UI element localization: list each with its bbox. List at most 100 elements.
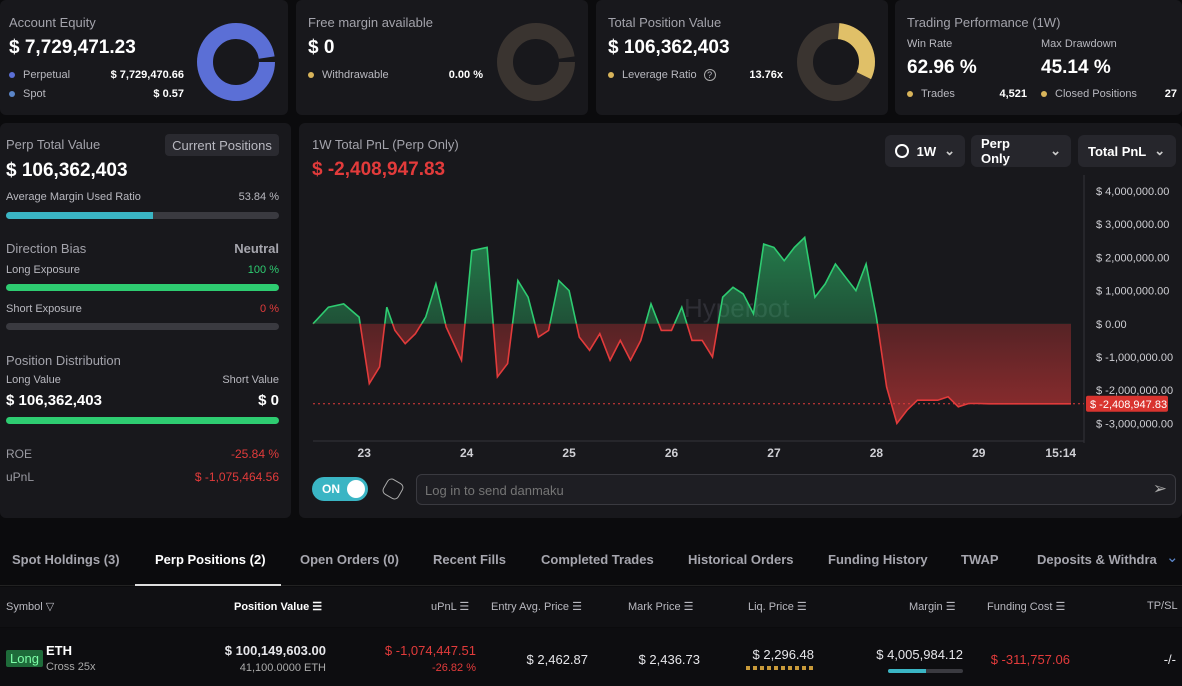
pnl-chart: Hyperbot $ 4,000,000.00$ 3,000,000.00$ 2…: [312, 175, 1173, 460]
toggle-label: ON: [322, 482, 340, 496]
drawdown-value: 45.14 %: [1041, 57, 1111, 78]
spot-dot-icon: [9, 91, 15, 98]
short-exposure-value: 0 %: [260, 303, 279, 315]
y-tick-label: $ 0.00: [1096, 319, 1127, 331]
current-positions-button[interactable]: Current Positions: [165, 134, 279, 156]
metric-label: Total PnL: [1088, 143, 1147, 159]
leverage-label: Leverage Ratio: [622, 69, 697, 81]
pnl-chart-panel: 1W Total PnL (Perp Only) $ -2,408,947.83…: [299, 123, 1182, 518]
account-equity-label: Account Equity: [9, 15, 96, 30]
tab-twap[interactable]: TWAP: [961, 552, 999, 567]
range-label: 1W: [916, 143, 937, 159]
long-exposure-value: 100 %: [247, 264, 279, 276]
y-tick-label: $ -1,000,000.00: [1096, 352, 1173, 364]
x-tick-label: 29: [972, 446, 986, 460]
tab-completed-trades[interactable]: Completed Trades: [541, 552, 654, 567]
avg-margin-bar: [6, 212, 279, 219]
withdrawable-value: 0.00 %: [448, 69, 483, 81]
free-margin-value: $ 0: [308, 37, 335, 58]
position-distribution-label: Position Distribution: [6, 353, 121, 368]
long-value-label: Long Value: [6, 374, 61, 386]
scope-label: Perp Only: [981, 136, 1010, 166]
trades-label: Trades: [921, 88, 955, 100]
account-equity-card: Account Equity $ 7,729,471.23 Perpetual …: [0, 0, 288, 115]
sort-icon: ☰: [1055, 601, 1066, 613]
symbol[interactable]: ETH: [46, 643, 72, 658]
sort-icon: ☰: [683, 601, 694, 613]
x-tick-label: 27: [767, 446, 781, 460]
x-tick-label: 25: [562, 446, 576, 460]
account-equity-value: $ 7,729,471.23: [9, 37, 136, 58]
settings-hexagon-icon[interactable]: [380, 476, 406, 502]
danmaku-input[interactable]: [425, 480, 1125, 500]
danmaku-toggle[interactable]: ON: [312, 477, 368, 501]
total-position-card: Total Position Value $ 106,362,403 Lever…: [596, 0, 888, 115]
filter-icon[interactable]: ▽: [45, 601, 55, 613]
tab-historical-orders[interactable]: Historical Orders: [688, 552, 794, 567]
tab-recent-fills[interactable]: Recent Fills: [433, 552, 506, 567]
scope-dropdown[interactable]: Perp Only ⌄: [971, 135, 1071, 167]
table-header-row: [0, 587, 1182, 627]
chevron-down-icon: ⌄: [944, 143, 955, 158]
header-entry-price[interactable]: Entry Avg. Price ☰: [491, 601, 582, 613]
tab-spot-holdings[interactable]: Spot Holdings (3): [12, 552, 120, 567]
upnl-value: $ -1,075,464.56: [194, 470, 279, 484]
danmaku-input-wrap: ➢: [416, 474, 1176, 505]
tpsl-value: -/-: [1163, 652, 1176, 667]
range-dropdown[interactable]: 1W ⌄: [885, 135, 965, 167]
chevron-down-icon[interactable]: ⌄: [1166, 549, 1179, 566]
clock-icon: [895, 144, 909, 158]
avg-margin-value: 53.84 %: [238, 191, 279, 203]
distribution-bar: [6, 417, 279, 424]
header-liq-price[interactable]: Liq. Price ☰: [748, 601, 807, 613]
leverage-value: 13.76x: [749, 69, 783, 81]
mark-price: $ 2,436.73: [638, 652, 700, 667]
free-margin-label: Free margin available: [308, 15, 434, 30]
side-badge: Long: [6, 650, 43, 667]
header-symbol[interactable]: Symbol ▽: [6, 601, 55, 613]
header-upnl[interactable]: uPnL ☰: [431, 601, 470, 613]
drawdown-label: Max Drawdown: [1041, 38, 1117, 50]
direction-bias-label: Direction Bias: [6, 241, 87, 256]
current-value-tag: [1086, 395, 1168, 412]
header-margin[interactable]: Margin ☰: [909, 601, 956, 613]
sort-icon: ☰: [945, 601, 956, 613]
position-value: $ 100,149,603.00: [224, 643, 326, 658]
y-tick-label: $ 4,000,000.00: [1096, 186, 1169, 198]
x-tick-label: 24: [460, 446, 474, 460]
tab-deposits-withdraw[interactable]: Deposits & Withdraw: [1037, 552, 1157, 567]
margin-mode: Cross 25x: [46, 661, 96, 673]
y-tick-label: $ 2,000,000.00: [1096, 252, 1169, 264]
performance-label: Trading Performance (1W): [907, 15, 1061, 30]
pnl-line-negative: [312, 323, 1071, 426]
trades-value: 4,521: [999, 88, 1027, 100]
current-value-label: $ -2,408,947.83: [1090, 399, 1167, 411]
tab-funding-history[interactable]: Funding History: [828, 552, 928, 567]
trades-dot-icon: [907, 91, 913, 98]
position-donut: [797, 22, 875, 101]
position-size: 41,100.0000 ETH: [239, 662, 326, 674]
perp-total-value: $ 106,362,403: [6, 160, 128, 181]
perp-total-label: Perp Total Value: [6, 137, 101, 152]
margin-donut: [497, 23, 575, 101]
margin-bar: [888, 669, 963, 673]
short-value-label: Short Value: [222, 374, 279, 386]
header-position-value[interactable]: Position Value ☰: [234, 601, 323, 613]
margin-value: $ 4,005,984.12: [876, 647, 963, 662]
y-tick-label: $ -2,000,000.00: [1096, 385, 1173, 397]
y-tick-label: $ 1,000,000.00: [1096, 286, 1169, 298]
closed-label: Closed Positions: [1055, 88, 1137, 100]
tab-open-orders[interactable]: Open Orders (0): [300, 552, 399, 567]
liq-distance-dots: [746, 666, 814, 670]
header-funding-cost[interactable]: Funding Cost ☰: [987, 601, 1066, 613]
short-exposure-label: Short Exposure: [6, 303, 82, 315]
header-mark-price[interactable]: Mark Price ☰: [628, 601, 694, 613]
table-row[interactable]: Long ETH Cross 25x $ 100,149,603.00 41,1…: [0, 628, 1182, 686]
tab-perp-positions[interactable]: Perp Positions (2): [155, 552, 266, 567]
free-margin-card: Free margin available $ 0 Withdrawable 0…: [296, 0, 588, 115]
help-icon[interactable]: ?: [703, 69, 716, 81]
metric-dropdown[interactable]: Total PnL ⌄: [1078, 135, 1176, 167]
send-icon[interactable]: ➢: [1152, 479, 1167, 498]
perpetual-value: $ 7,729,470.66: [110, 69, 184, 81]
long-exposure-bar: [6, 284, 279, 291]
